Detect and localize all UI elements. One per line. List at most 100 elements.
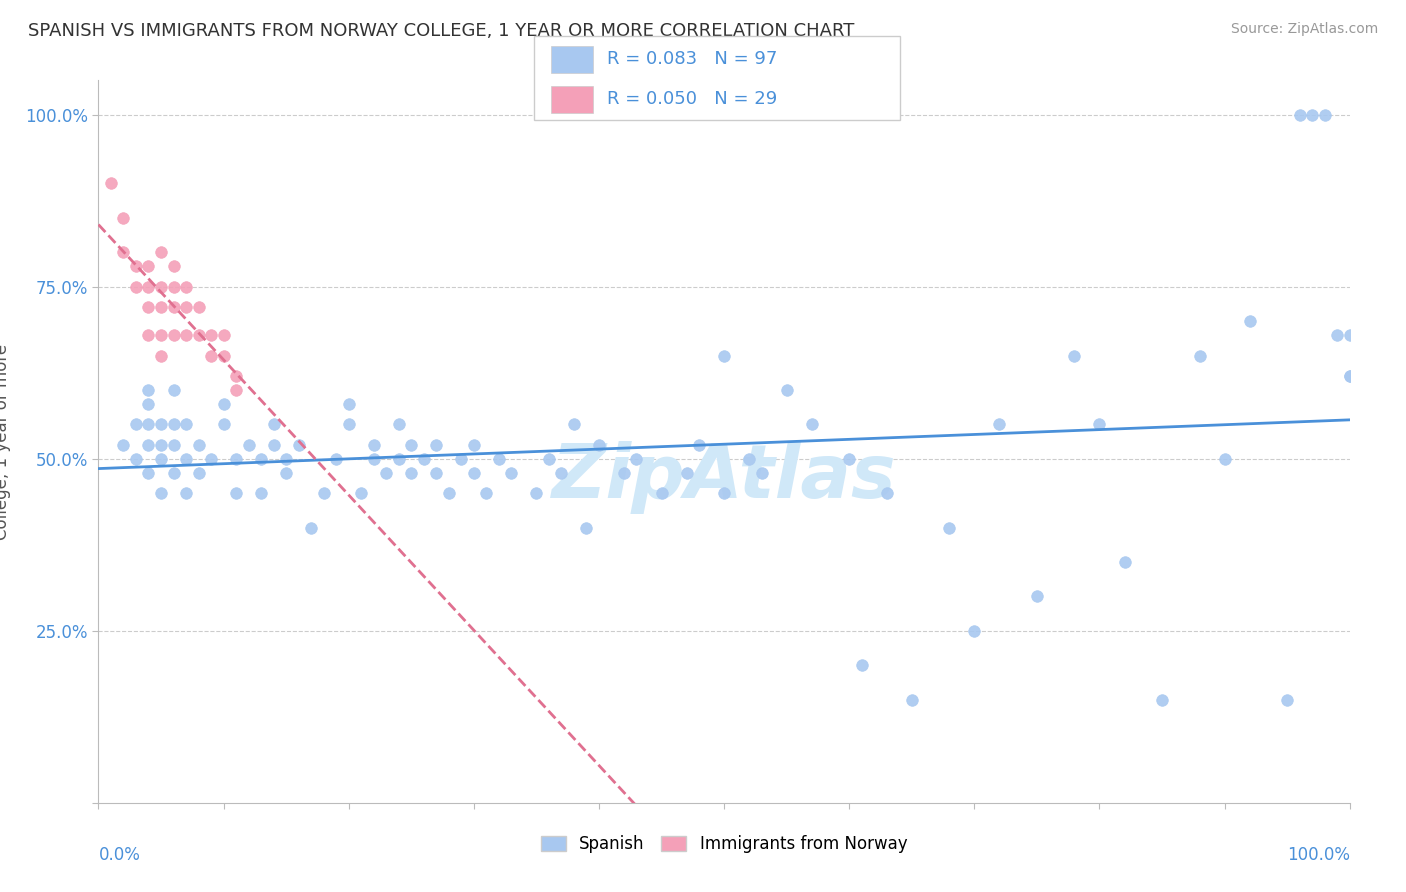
Point	[1188, 349, 1211, 363]
Point	[363, 451, 385, 466]
Point	[1326, 327, 1348, 342]
Text: 100.0%: 100.0%	[1286, 847, 1350, 864]
Point	[575, 520, 598, 534]
Y-axis label: College, 1 year or more: College, 1 year or more	[0, 343, 11, 540]
Point	[250, 451, 273, 466]
Point	[425, 466, 447, 480]
Point	[225, 486, 247, 500]
Point	[162, 301, 184, 315]
Point	[125, 451, 148, 466]
Point	[1339, 369, 1361, 384]
Point	[1277, 692, 1299, 706]
Point	[162, 383, 184, 397]
Point	[488, 451, 510, 466]
Point	[650, 486, 672, 500]
Point	[475, 486, 498, 500]
Point	[200, 451, 222, 466]
Point	[238, 438, 260, 452]
Point	[274, 466, 298, 480]
Point	[162, 438, 184, 452]
Point	[138, 279, 160, 293]
Point	[174, 451, 197, 466]
Point	[100, 177, 122, 191]
Point	[225, 369, 247, 384]
Point	[363, 438, 385, 452]
Point	[187, 466, 209, 480]
Point	[187, 327, 209, 342]
Point	[225, 383, 247, 397]
Point	[162, 466, 184, 480]
Point	[537, 451, 560, 466]
Point	[1313, 108, 1336, 122]
Point	[388, 417, 411, 432]
Point	[138, 383, 160, 397]
Point	[375, 466, 398, 480]
Point	[138, 466, 160, 480]
Point	[125, 259, 148, 273]
Point	[150, 349, 173, 363]
Text: Source: ZipAtlas.com: Source: ZipAtlas.com	[1230, 22, 1378, 37]
Point	[312, 486, 335, 500]
Point	[299, 520, 322, 534]
Point	[225, 451, 247, 466]
Point	[150, 279, 173, 293]
Point	[162, 279, 184, 293]
Point	[287, 438, 309, 452]
Point	[350, 486, 373, 500]
Point	[212, 417, 235, 432]
Point	[138, 397, 160, 411]
Point	[1288, 108, 1310, 122]
Point	[1239, 314, 1261, 328]
Point	[963, 624, 986, 638]
Point	[200, 349, 222, 363]
Point	[1026, 590, 1049, 604]
Point	[738, 451, 761, 466]
Point	[1063, 349, 1085, 363]
Point	[174, 486, 197, 500]
Point	[187, 301, 209, 315]
Point	[450, 451, 472, 466]
Point	[174, 417, 197, 432]
Point	[112, 245, 135, 260]
Point	[174, 301, 197, 315]
Point	[1088, 417, 1111, 432]
Point	[162, 417, 184, 432]
Point	[138, 259, 160, 273]
Point	[263, 438, 285, 452]
Point	[212, 349, 235, 363]
Point	[337, 397, 360, 411]
Point	[1301, 108, 1323, 122]
Point	[1339, 327, 1361, 342]
Point	[263, 417, 285, 432]
Point	[900, 692, 922, 706]
Point	[425, 438, 447, 452]
Point	[112, 438, 135, 452]
Point	[688, 438, 710, 452]
Point	[988, 417, 1011, 432]
Point	[187, 438, 209, 452]
Point	[150, 451, 173, 466]
Point	[800, 417, 823, 432]
Point	[112, 211, 135, 225]
Point	[150, 438, 173, 452]
Point	[125, 417, 148, 432]
Point	[626, 451, 648, 466]
Point	[1150, 692, 1173, 706]
Point	[125, 279, 148, 293]
Point	[212, 397, 235, 411]
Point	[838, 451, 860, 466]
Text: ZipAtlas: ZipAtlas	[551, 442, 897, 514]
Point	[150, 245, 173, 260]
Point	[1339, 369, 1361, 384]
Point	[150, 486, 173, 500]
Point	[337, 417, 360, 432]
Point	[250, 486, 273, 500]
Point	[138, 301, 160, 315]
Point	[138, 417, 160, 432]
Point	[200, 327, 222, 342]
Point	[150, 301, 173, 315]
Text: SPANISH VS IMMIGRANTS FROM NORWAY COLLEGE, 1 YEAR OR MORE CORRELATION CHART: SPANISH VS IMMIGRANTS FROM NORWAY COLLEG…	[28, 22, 855, 40]
Point	[501, 466, 523, 480]
Point	[851, 658, 873, 673]
Point	[713, 486, 735, 500]
